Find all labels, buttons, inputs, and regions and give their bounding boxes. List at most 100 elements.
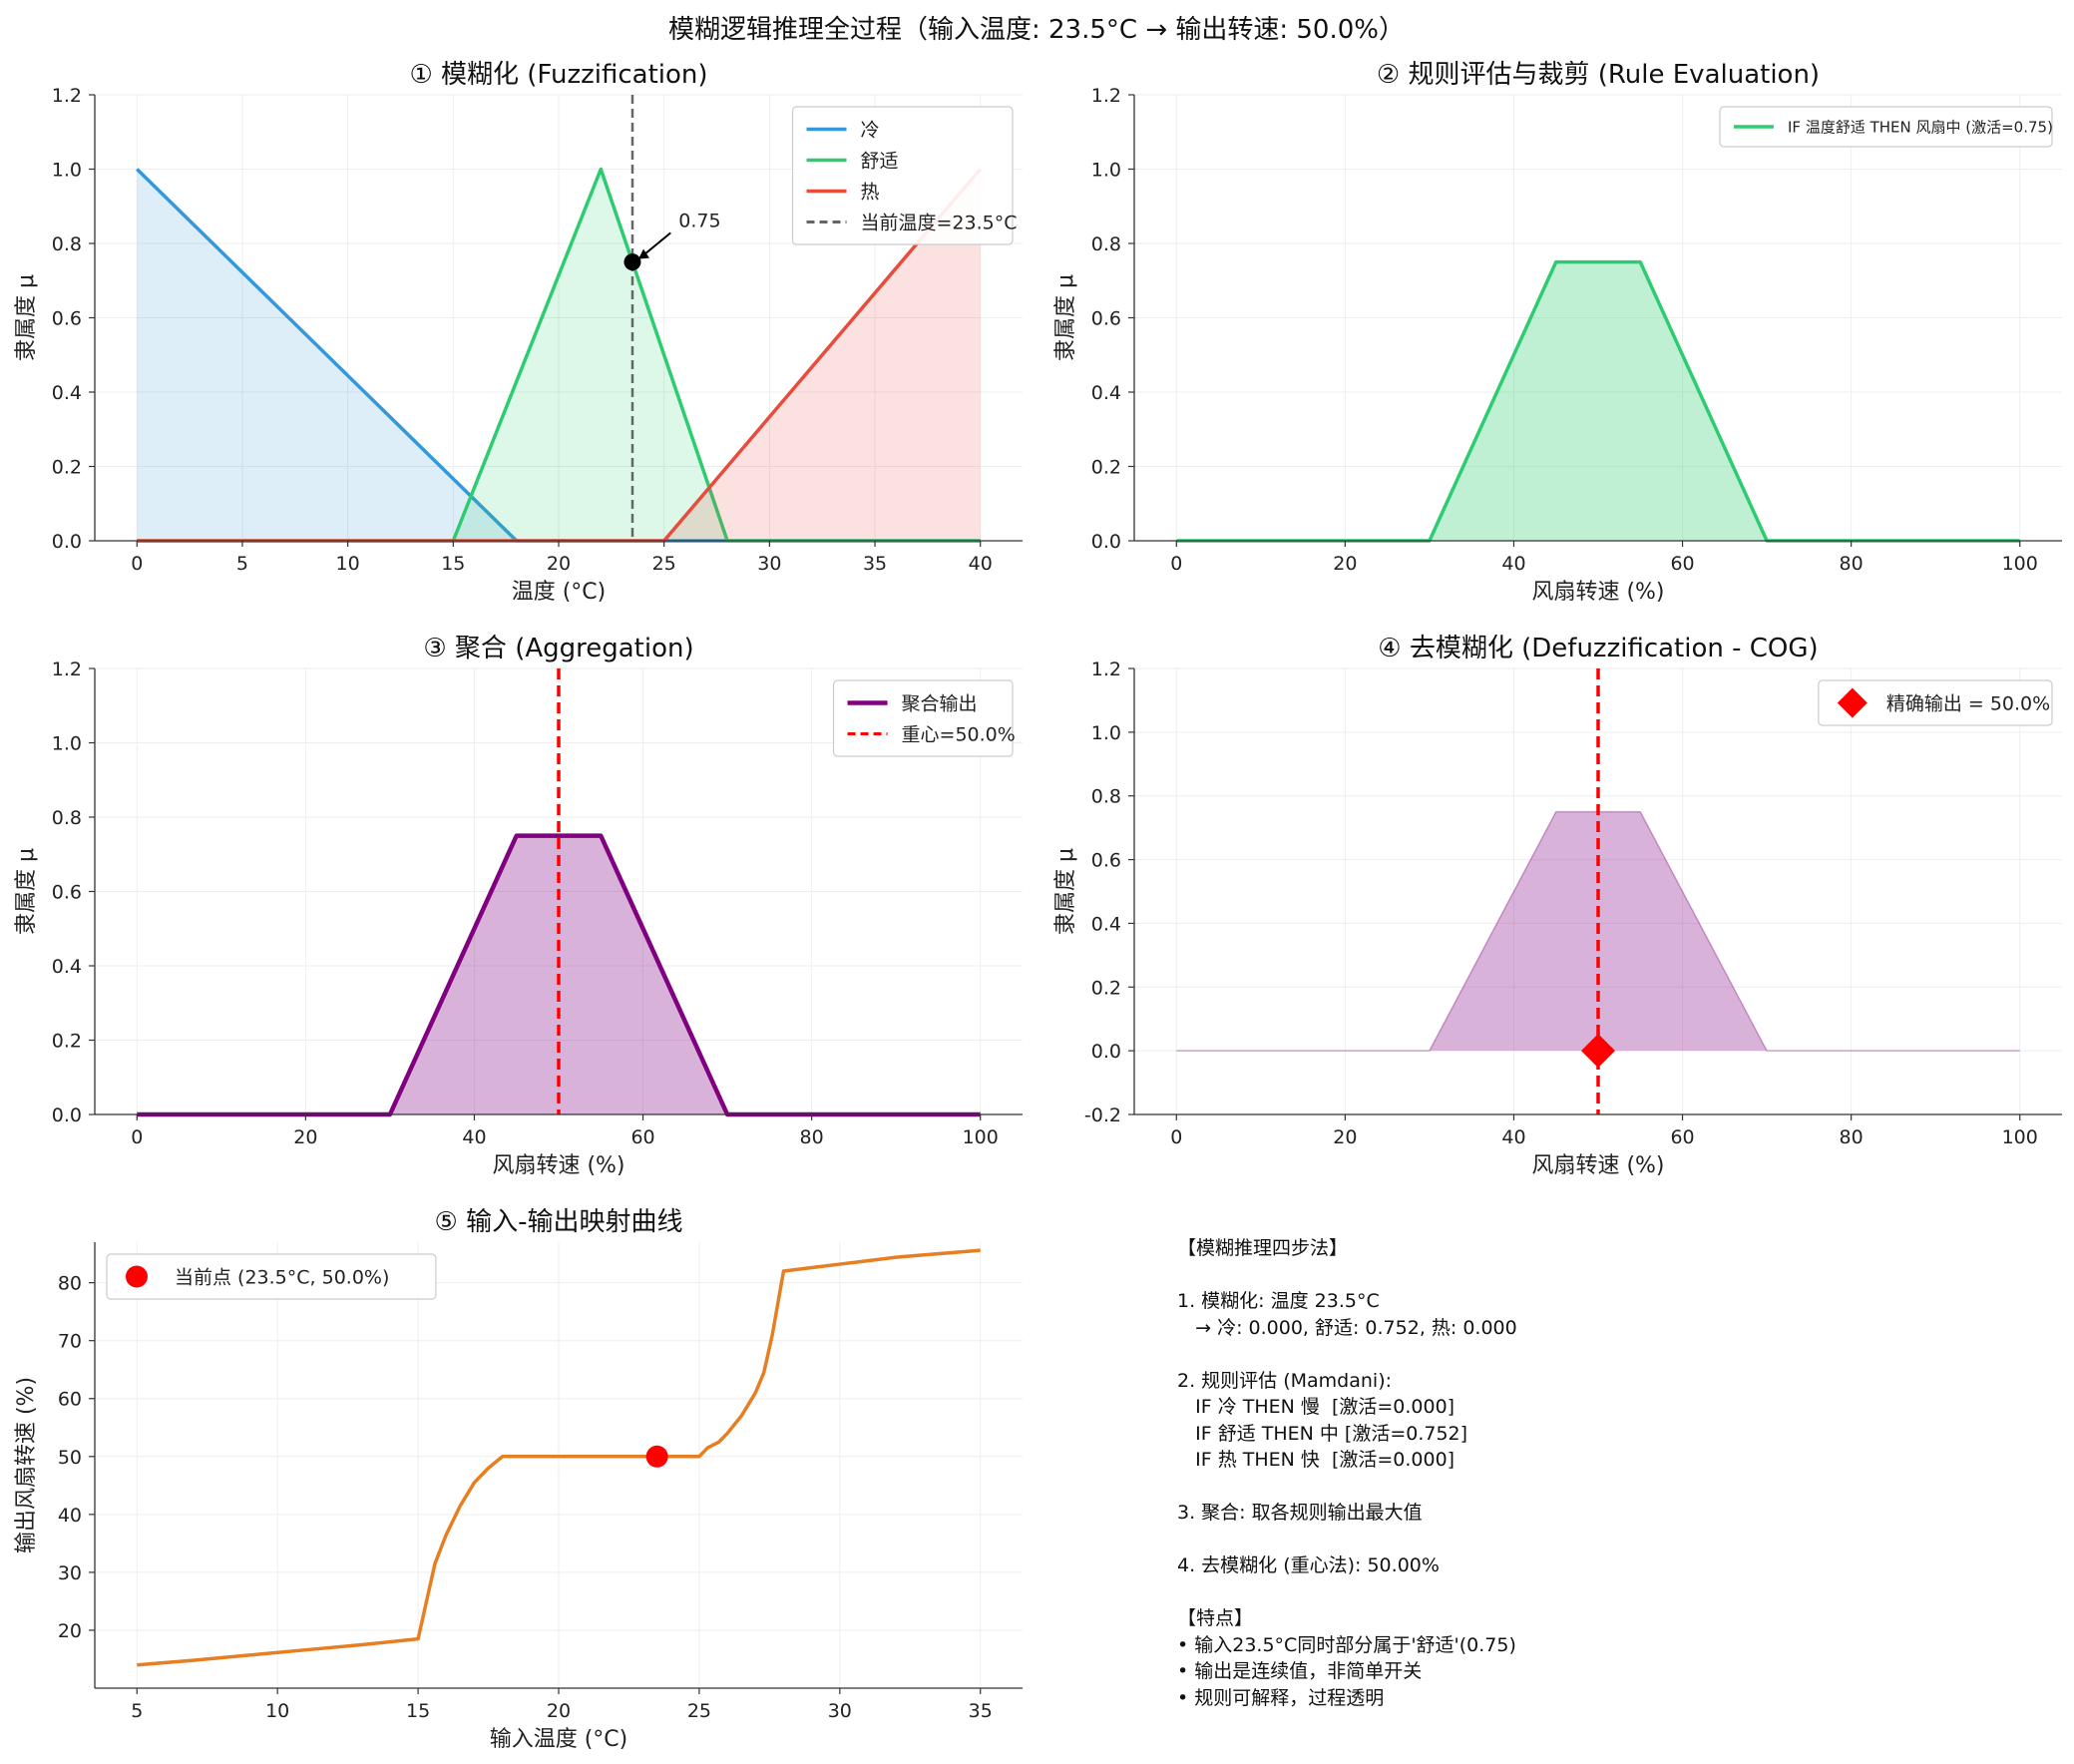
chart-title: ⑤ 输入-输出映射曲线 (435, 1207, 683, 1237)
summary-line (1177, 1527, 2035, 1553)
y-tick-label: 0.0 (1091, 531, 1121, 553)
y-tick-label: 0.8 (1091, 786, 1121, 808)
series-line-1 (137, 1248, 981, 1667)
y-tick-label: -0.2 (1084, 1104, 1121, 1126)
chart-panel-2: 0 20 40 60 80 100 0.0 0.2 0.4 0.6 0.8 1.0 1.2 ② 规则评估与… (1053, 60, 2062, 605)
x-tick-label: 25 (687, 1700, 711, 1722)
y-tick-label: 0.6 (52, 882, 82, 904)
x-tick-label: 100 (963, 1126, 999, 1148)
y-tick-label: 0.4 (52, 382, 82, 404)
y-tick-label: 0.4 (1091, 913, 1121, 935)
summary-line: IF 热 THEN 快 [激活=0.000] (1177, 1449, 1455, 1471)
legend-label: 冷 (861, 119, 880, 141)
summary-line: • 输入23.5°C同时部分属于'舒适'(0.75) (1177, 1633, 1516, 1656)
x-tick-label: 60 (1670, 1126, 1694, 1148)
summary-line: 【特点】 (1177, 1607, 1254, 1629)
summary-line: 4. 去模糊化 (重心法): 50.00% (1177, 1554, 1440, 1576)
legend-dot-swatch (126, 1265, 148, 1288)
chart-panel-5: 5 10 15 20 25 30 35 20 30 40 50 60 70 80 ⑤ 输入-输出映射曲线输入… (14, 1207, 1023, 1752)
x-tick-label: 35 (863, 553, 887, 575)
x-tick-label: 40 (1501, 553, 1525, 575)
y-axis-label: 隶属度 μ (14, 274, 39, 361)
y-tick-label: 20 (58, 1620, 82, 1642)
x-tick-label: 10 (265, 1700, 289, 1722)
legend-label: 聚合输出 (902, 692, 978, 714)
x-tick-label: 100 (2002, 1126, 2038, 1148)
y-axis-label: 隶属度 μ (14, 848, 39, 935)
y-tick-label: 0.2 (52, 457, 82, 479)
y-tick-label: 0.6 (1091, 850, 1121, 872)
x-axis-label: 风扇转速 (%) (492, 1153, 624, 1178)
legend-label: 精确输出 = 50.0% (1886, 692, 2050, 714)
summary-line: IF 舒适 THEN 中 [激活=0.752] (1177, 1422, 1468, 1445)
x-tick-label: 15 (406, 1700, 430, 1722)
y-tick-label: 0.4 (1091, 382, 1121, 404)
x-tick-label: 30 (757, 553, 781, 575)
summary-line (1177, 1579, 2035, 1606)
summary-line: 2. 规则评估 (Mamdani): (1177, 1369, 1393, 1392)
y-tick-label: 0.8 (52, 233, 82, 255)
legend-label: 当前温度=23.5°C (861, 212, 1018, 233)
y-tick-label: 0.2 (52, 1031, 82, 1053)
legend: 当前点 (23.5°C, 50.0%) (106, 1253, 437, 1300)
series-fill-2 (137, 169, 981, 541)
summary-line: → 冷: 0.000, 舒适: 0.752, 热: 0.000 (1177, 1316, 1517, 1339)
summary-line (1177, 1474, 2035, 1501)
y-axis-label: 输出风扇转速 (%) (14, 1377, 39, 1553)
y-tick-label: 0.4 (52, 956, 82, 978)
x-tick-label: 60 (630, 1126, 654, 1148)
x-axis-label: 风扇转速 (%) (1531, 1153, 1664, 1178)
y-tick-label: 1.2 (52, 659, 82, 680)
summary-line: 【模糊推理四步法】 (1177, 1237, 1349, 1259)
y-tick-label: 1.2 (1091, 659, 1121, 680)
current-point (645, 1445, 668, 1468)
series-fill-1 (1176, 261, 2020, 541)
y-tick-label: 0.2 (1091, 977, 1121, 999)
x-tick-label: 100 (2002, 553, 2038, 575)
output-diamond-marker (1581, 1034, 1615, 1069)
x-tick-label: 0 (131, 1126, 143, 1148)
y-tick-label: 1.0 (1091, 160, 1121, 182)
y-tick-label: 60 (58, 1389, 82, 1411)
figure-title: 模糊逻辑推理全过程（输入温度: 23.5°C → 输出转速: 50.0%） (668, 15, 1405, 45)
y-tick-label: 0.0 (1091, 1041, 1121, 1063)
legend-box (832, 679, 1014, 757)
y-tick-label: 80 (58, 1273, 82, 1295)
x-tick-label: 80 (1840, 553, 1864, 575)
summary-line: 1. 模糊化: 温度 23.5°C (1177, 1290, 1380, 1312)
series-fill-1 (137, 169, 981, 541)
x-tick-label: 20 (1333, 553, 1357, 575)
summary-line (1177, 1262, 2035, 1289)
summary-line (1177, 1341, 2035, 1368)
x-tick-label: 30 (828, 1700, 852, 1722)
membership-point (623, 253, 641, 271)
y-tick-label: 1.2 (52, 85, 82, 107)
x-tick-label: 15 (441, 553, 465, 575)
x-tick-label: 0 (131, 553, 143, 575)
y-tick-label: 0.8 (52, 807, 82, 829)
y-tick-label: 0.0 (52, 531, 82, 553)
legend: 精确输出 = 50.0% (1818, 679, 2053, 726)
x-tick-label: 60 (1670, 553, 1694, 575)
y-tick-label: 1.2 (1091, 85, 1121, 107)
summary-line: • 输出是连续值，非简单开关 (1177, 1660, 1423, 1682)
legend-diamond-swatch (1837, 687, 1867, 718)
x-tick-label: 20 (547, 1700, 571, 1722)
x-axis-label: 温度 (°C) (512, 580, 607, 605)
x-tick-label: 40 (1501, 1126, 1525, 1148)
y-tick-label: 0.6 (1091, 308, 1121, 330)
x-tick-label: 20 (547, 553, 571, 575)
annotation-arrow-head (637, 248, 649, 259)
series-fill-3 (137, 169, 981, 541)
x-tick-label: 40 (462, 1126, 486, 1148)
x-tick-label: 80 (800, 1126, 824, 1148)
summary-line: • 规则可解释，过程透明 (1177, 1686, 1385, 1709)
x-tick-label: 40 (969, 553, 993, 575)
legend-box (106, 1253, 437, 1300)
y-tick-label: 30 (58, 1562, 82, 1584)
x-tick-label: 20 (1333, 1126, 1357, 1148)
x-tick-label: 20 (293, 1126, 317, 1148)
x-tick-label: 5 (131, 1700, 143, 1722)
